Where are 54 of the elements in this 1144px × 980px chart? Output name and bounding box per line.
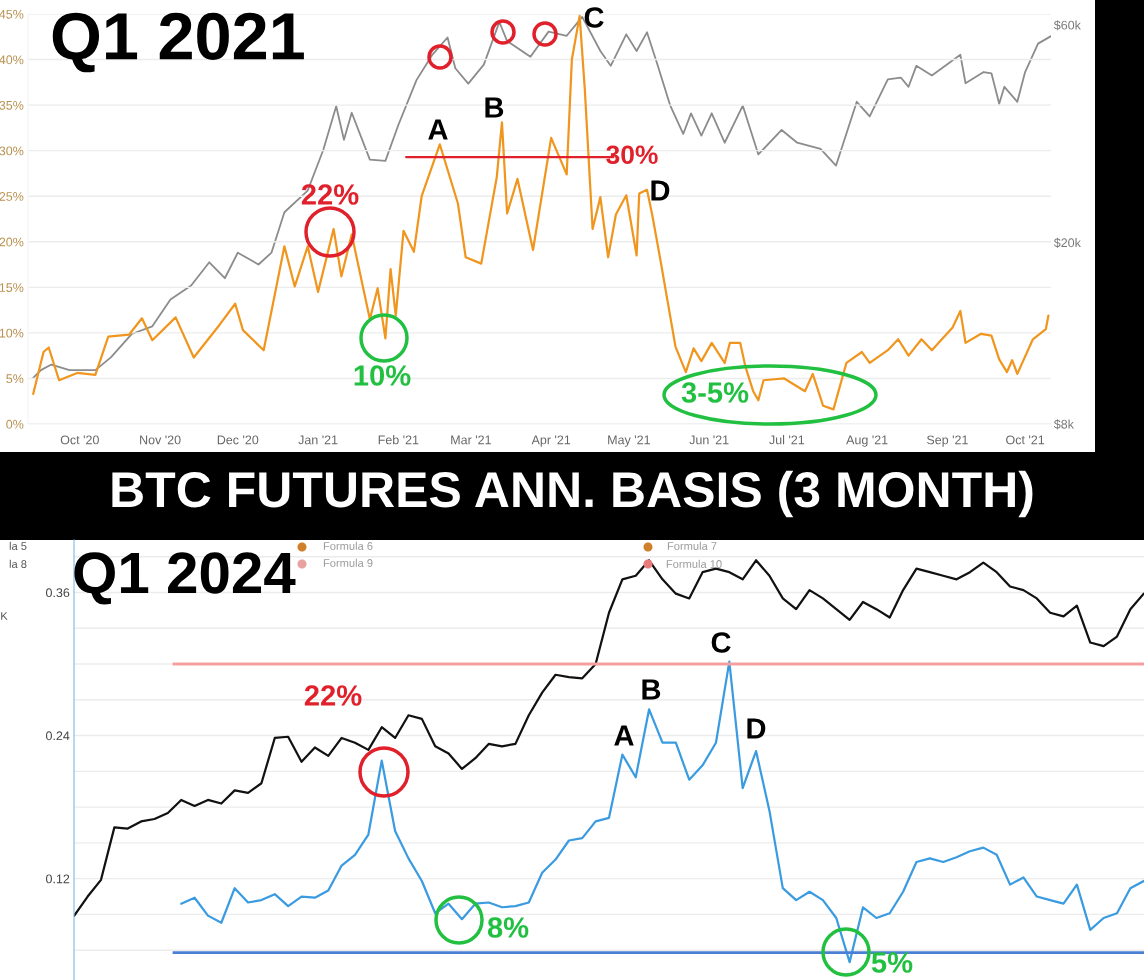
y-tick-label: 45%	[0, 9, 24, 19]
chart-subtitle: Q1 2024	[74, 552, 296, 605]
annotation: B	[485, 97, 504, 118]
y2-tick-label: $60k	[1053, 20, 1081, 31]
annotation: Formula 6	[323, 541, 373, 550]
x-tick-label: Jan '21	[298, 435, 338, 445]
annotation: 5%	[871, 952, 913, 973]
chart-title: BTC FUTURES ANN. BASIS (3 MONTH)	[112, 470, 1033, 518]
x-tick-label: Oct '20	[60, 435, 99, 445]
text: la 8	[9, 559, 27, 568]
y-tick-label: 5%	[6, 374, 24, 384]
y-tick-label: 0.24	[46, 731, 70, 741]
x-tick-label: Jun '21	[689, 435, 729, 445]
annotation: A	[428, 119, 448, 140]
x-tick-label: Feb '21	[378, 435, 419, 445]
annotation: Formula 7	[667, 541, 717, 550]
x-tick-label: Sep '21	[926, 435, 968, 447]
x-tick-label: Jul '21	[769, 435, 805, 445]
y-tick-label: 40%	[0, 55, 24, 65]
annotation: 22%	[301, 184, 359, 205]
y-tick-label: 0.36	[46, 588, 70, 598]
x-tick-label: Nov '20	[140, 435, 181, 445]
y-tick-label: 0.12	[46, 874, 70, 884]
annotation: C	[584, 7, 604, 28]
annotation: 22%	[304, 685, 362, 706]
chart-title: Q1 2021	[52, 12, 304, 73]
annotation: C	[711, 632, 731, 653]
annotation: 10%	[354, 365, 411, 386]
y-tick-label: 25%	[0, 192, 24, 201]
annotation: A	[614, 725, 634, 746]
text: la 5	[9, 541, 27, 550]
y-tick-label: 15%	[0, 283, 24, 292]
annotation: Formula 9	[323, 558, 373, 567]
x-tick-label: Aug '21	[846, 435, 888, 447]
annotation: 8%	[487, 917, 529, 938]
x-tick-label: May '21	[608, 435, 650, 447]
annotation: 30%	[606, 145, 658, 165]
x-tick-label: Oct '21	[1006, 435, 1045, 445]
y-tick-label: 35%	[0, 100, 24, 110]
y-tick-label: 20%	[0, 237, 24, 247]
x-tick-label: Mar '21	[451, 435, 491, 445]
y-tick-label: 0%	[6, 419, 24, 429]
annotation: D	[651, 180, 670, 201]
annotation: 3-5%	[681, 382, 749, 403]
text: K	[1, 612, 8, 620]
annotation: B	[642, 679, 661, 700]
x-tick-label: Dec '20	[217, 435, 259, 445]
y-tick-label: 30%	[0, 146, 24, 156]
x-tick-label: Apr '21	[531, 435, 571, 447]
y2-tick-label: $20k	[1053, 237, 1081, 248]
y2-tick-label: $8k	[1053, 419, 1074, 430]
annotation: Formula 10	[666, 559, 722, 568]
annotation: D	[747, 718, 766, 739]
y-tick-label: 10%	[0, 328, 24, 338]
